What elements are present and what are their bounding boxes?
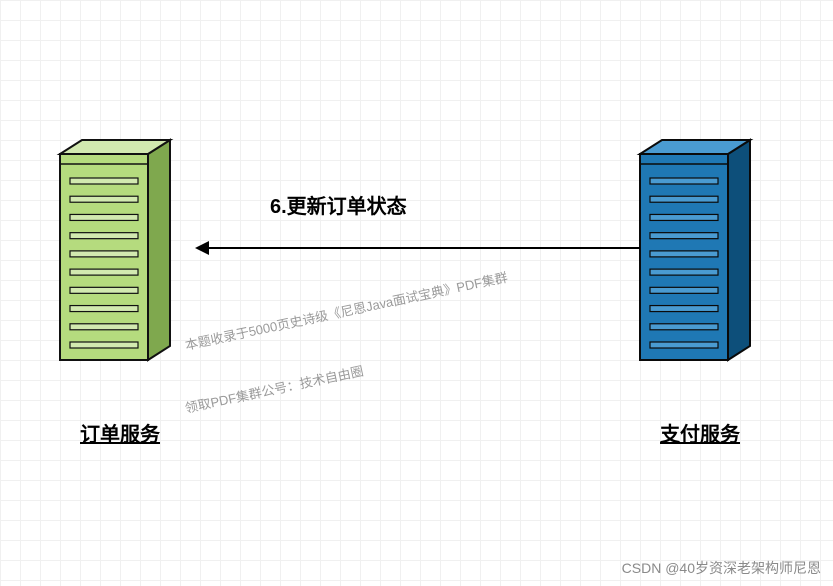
credit-text: CSDN @40岁资深老架构师尼恩 (622, 558, 821, 578)
payment-service-server-icon (640, 140, 750, 360)
payment-service-label: 支付服务 (660, 418, 740, 447)
order-service-label: 订单服务 (80, 418, 160, 447)
update-order-status-arrow (195, 241, 640, 255)
order-service-server-icon (60, 140, 170, 360)
arrow-label: 6.更新订单状态 (270, 190, 407, 219)
